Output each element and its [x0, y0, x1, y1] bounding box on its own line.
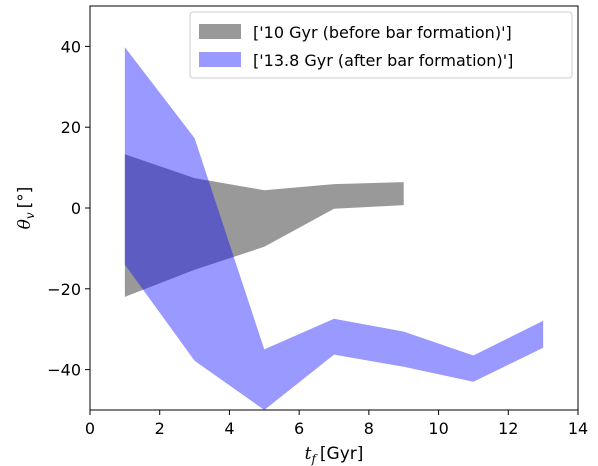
y-label-symbol: θ	[15, 219, 35, 229]
legend: ['10 Gyr (before bar formation)'] ['13.8 …	[189, 11, 573, 79]
y-tick-label: −40	[47, 361, 81, 380]
x-tick-label: 2	[155, 419, 165, 438]
y-axis-label: θv [°]	[15, 187, 37, 230]
y-label-sub: v	[23, 212, 37, 219]
y-tick-label: 20	[61, 118, 81, 137]
x-tick-label: 14	[568, 419, 588, 438]
plot-area	[124, 47, 544, 410]
x-tick-label: 6	[294, 419, 304, 438]
legend-box	[189, 11, 573, 79]
x-tick-label: 10	[428, 419, 448, 438]
y-label-unit: [°]	[15, 187, 35, 209]
legend-swatch	[199, 24, 241, 39]
y-tick-label: −20	[47, 280, 81, 299]
legend-label: ['13.8 Gyr (after bar formation)']	[253, 51, 513, 70]
x-tick-label: 12	[498, 419, 518, 438]
x-label-unit: [Gyr]	[320, 444, 364, 464]
y-tick-label: 0	[71, 199, 81, 218]
legend-label: ['10 Gyr (before bar formation)']	[253, 23, 512, 42]
x-tick-label: 8	[364, 419, 374, 438]
x-tick-label: 4	[224, 419, 234, 438]
band	[124, 47, 544, 410]
band	[124, 154, 404, 297]
x-tick-label: 0	[85, 419, 95, 438]
y-tick-label: 40	[61, 37, 81, 56]
legend-swatch	[199, 52, 241, 67]
x-axis-label: tf [Gyr]	[305, 444, 364, 466]
x-label-symbol: t	[305, 444, 312, 464]
x-label-sub: f	[310, 452, 318, 466]
